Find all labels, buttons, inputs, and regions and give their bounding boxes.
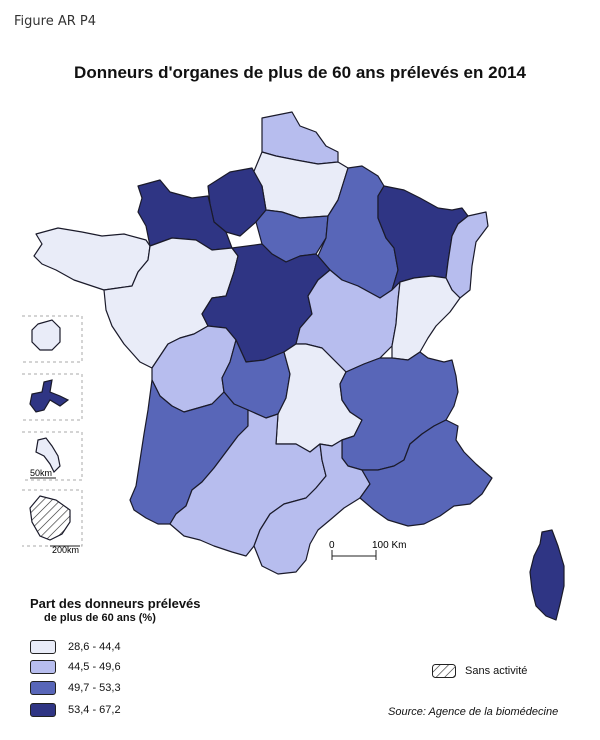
region-franche-comte[interactable]: [391, 275, 461, 361]
scale-end-label: 100 Km: [372, 540, 406, 551]
legend-label-1: 28,6 - 44,4: [68, 641, 121, 653]
legend-title: Part des donneurs prélevés: [30, 596, 201, 611]
legend-label-2: 44,5 - 49,6: [68, 661, 121, 673]
region-bretagne[interactable]: [33, 227, 151, 291]
region-languedoc-roussillon[interactable]: [253, 439, 371, 575]
region-guadeloupe[interactable]: [29, 379, 70, 413]
no-activity-swatch: [432, 664, 456, 678]
legend-swatch-1: [30, 640, 56, 654]
scale-bar: 0 100 Km: [329, 540, 406, 560]
region-midi-pyrenees[interactable]: [169, 409, 327, 557]
source-note: Source: Agence de la biomédecine: [388, 706, 559, 718]
region-corse[interactable]: [529, 529, 565, 621]
figure-label: Figure AR P4: [14, 14, 96, 29]
legend-label-3: 49,7 - 53,3: [68, 682, 121, 694]
region-martinique[interactable]: [35, 437, 61, 474]
legend-subtitle: de plus de 60 ans (%): [44, 612, 156, 624]
legend-label-4: 53,4 - 67,2: [68, 704, 121, 716]
reunion-scale-label: 50km: [30, 468, 52, 478]
region-guyane[interactable]: [29, 495, 71, 541]
guyane-scale-label: 200km: [52, 545, 79, 555]
legend-swatch-4: [30, 703, 56, 717]
legend-swatch-2: [30, 660, 56, 674]
overseas-insets: 50km 200km: [22, 315, 83, 555]
legend-swatch-3: [30, 681, 56, 695]
no-activity-label: Sans activité: [465, 665, 528, 677]
map-title: Donneurs d'organes de plus de 60 ans pré…: [74, 63, 526, 82]
region-paca[interactable]: [359, 419, 493, 527]
scale-start-label: 0: [329, 540, 335, 551]
region-reunion[interactable]: [31, 319, 61, 351]
